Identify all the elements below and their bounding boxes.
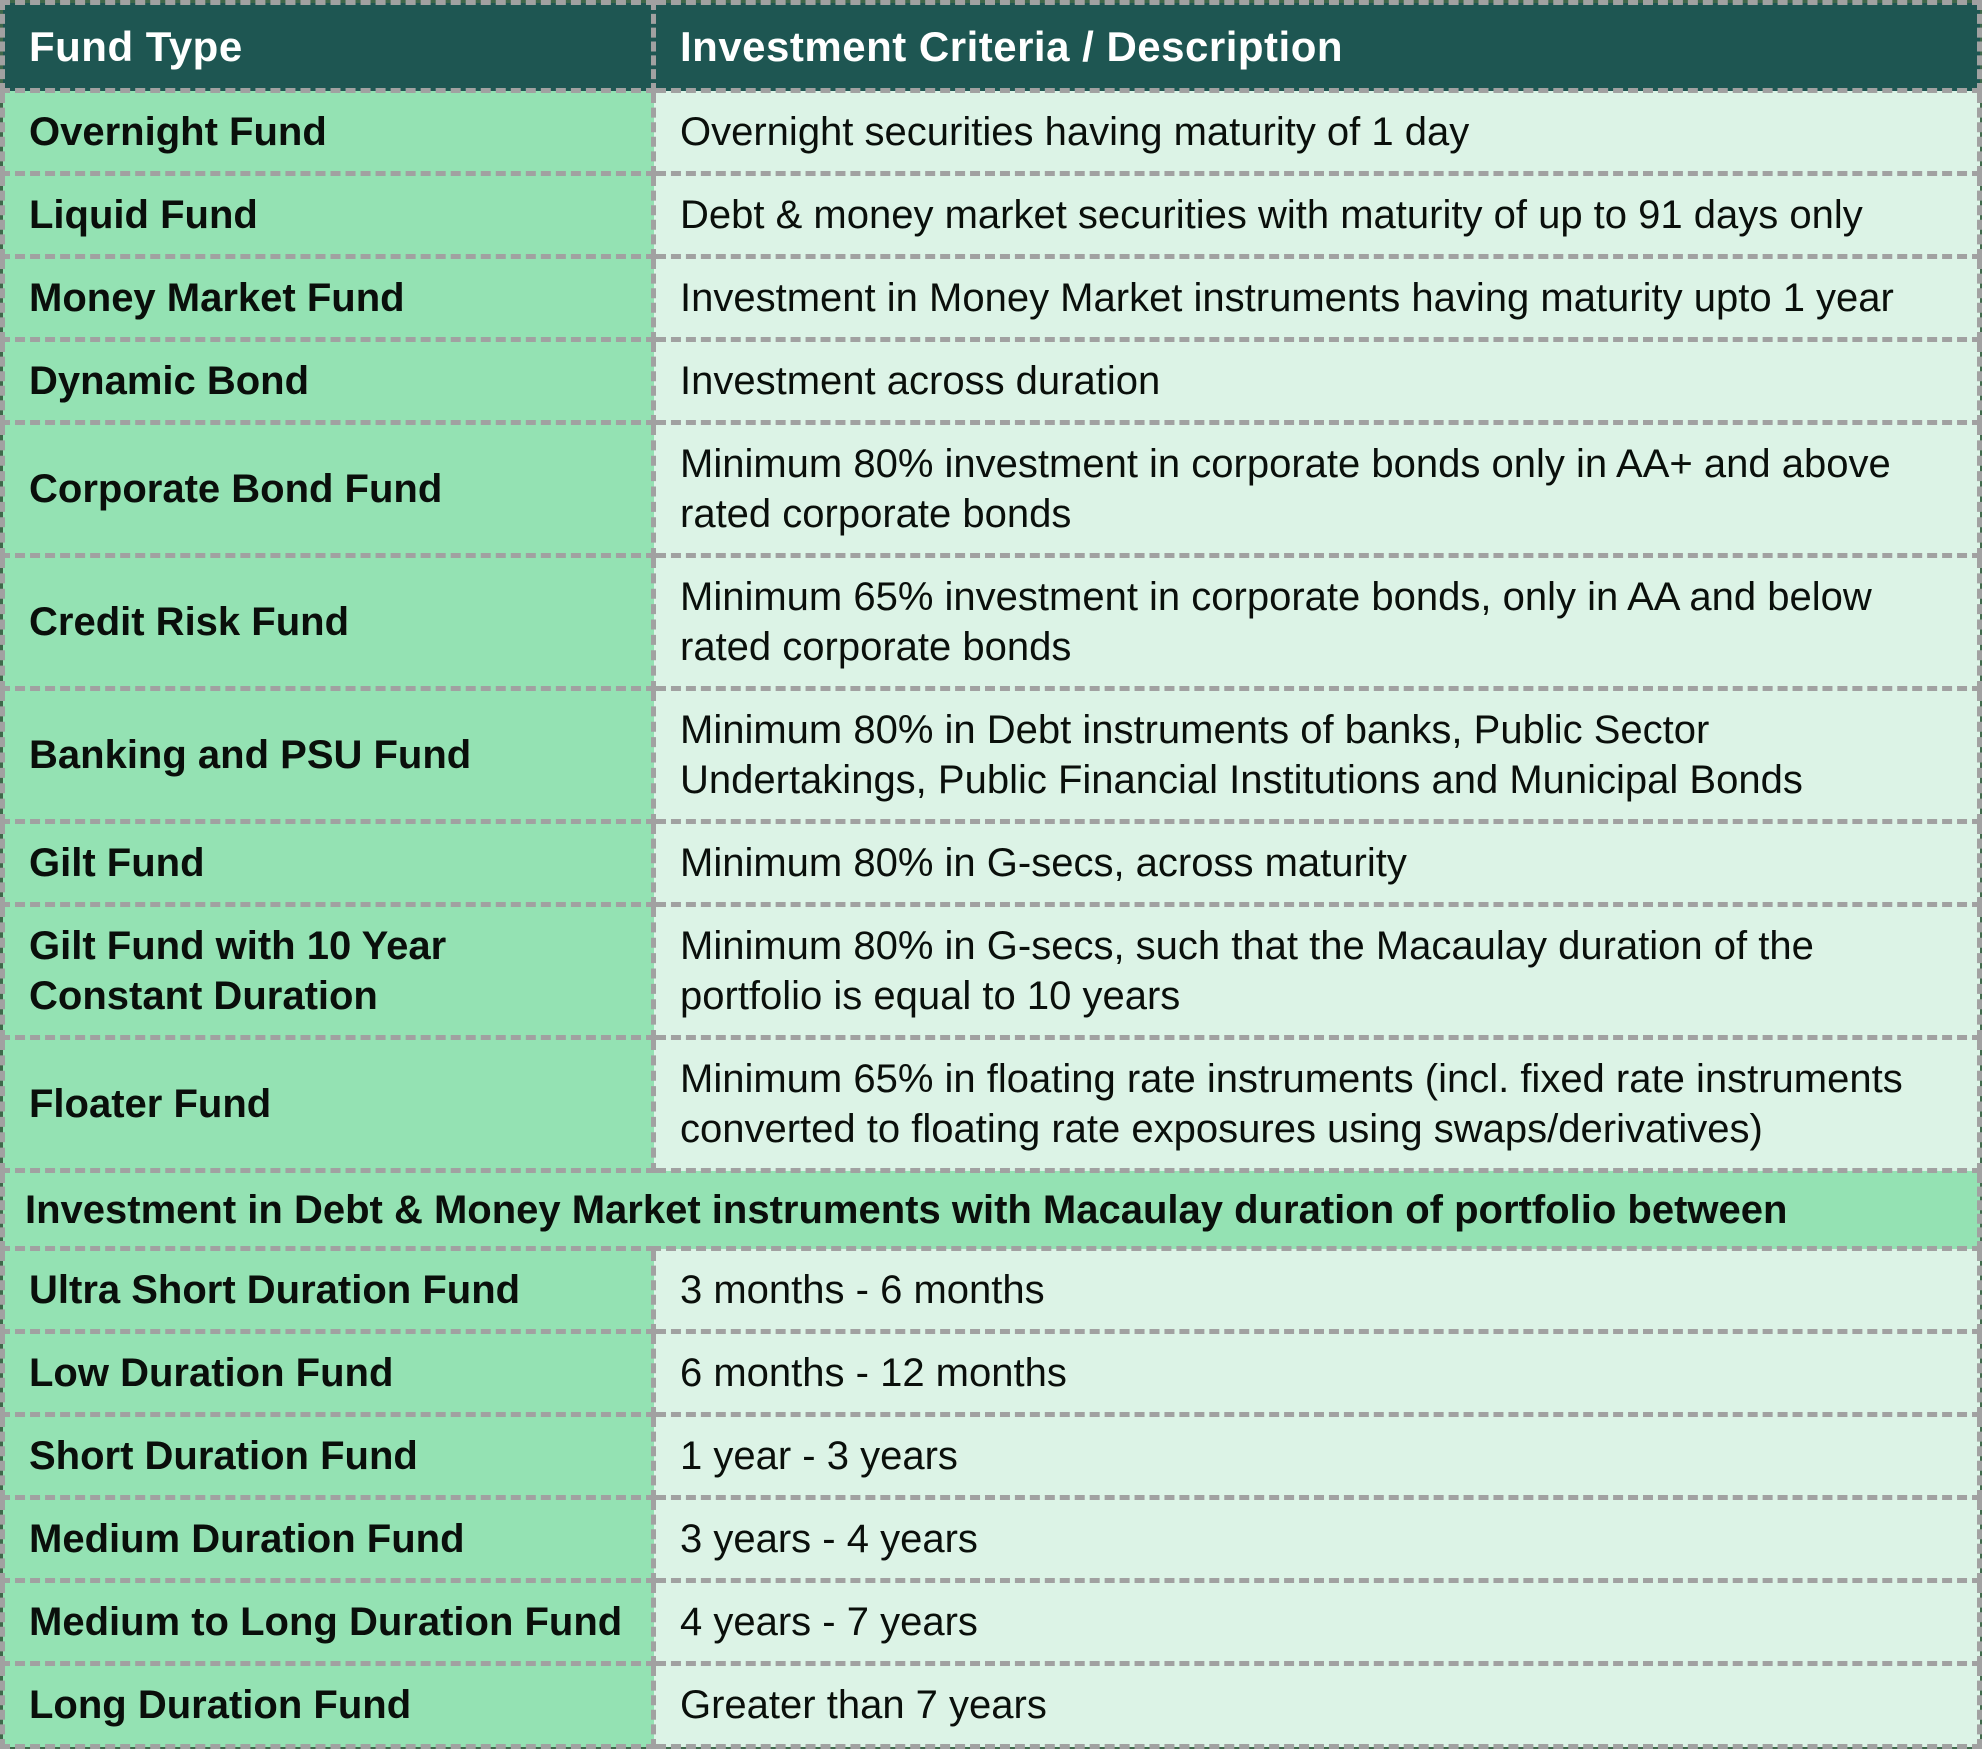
table-row-low-duration-fund: Low Duration Fund 6 months - 12 months — [0, 1329, 1982, 1417]
table-row-medium-to-long-duration-fund: Medium to Long Duration Fund 4 years - 7… — [0, 1578, 1982, 1666]
fund-type-cell: Money Market Fund — [0, 254, 656, 342]
description-cell: 3 months - 6 months — [651, 1246, 1982, 1334]
table-row-ultra-short-duration-fund: Ultra Short Duration Fund 3 months - 6 m… — [0, 1246, 1982, 1334]
section-header-row: Investment in Debt & Money Market instru… — [0, 1168, 1982, 1251]
description-cell: Minimum 80% in G-secs, such that the Mac… — [651, 902, 1982, 1040]
description-cell: Minimum 80% investment in corporate bond… — [651, 420, 1982, 558]
description-cell: Minimum 65% investment in corporate bond… — [651, 553, 1982, 691]
description-cell: Greater than 7 years — [651, 1661, 1982, 1749]
column-header-fund-type: Fund Type — [0, 0, 656, 93]
table-row-banking-psu-fund: Banking and PSU Fund Minimum 80% in Debt… — [0, 686, 1982, 824]
description-cell: 6 months - 12 months — [651, 1329, 1982, 1417]
table-row-overnight-fund: Overnight Fund Overnight securities havi… — [0, 88, 1982, 176]
fund-type-cell: Medium Duration Fund — [0, 1495, 656, 1583]
section-header-cell: Investment in Debt & Money Market instru… — [0, 1168, 1982, 1251]
table-row-liquid-fund: Liquid Fund Debt & money market securiti… — [0, 171, 1982, 259]
description-cell: 1 year - 3 years — [651, 1412, 1982, 1500]
fund-type-cell: Dynamic Bond — [0, 337, 656, 425]
table-row-gilt-fund: Gilt Fund Minimum 80% in G-secs, across … — [0, 819, 1982, 907]
fund-type-cell: Gilt Fund — [0, 819, 656, 907]
fund-type-cell: Long Duration Fund — [0, 1661, 656, 1749]
description-cell: 3 years - 4 years — [651, 1495, 1982, 1583]
table-row-corporate-bond-fund: Corporate Bond Fund Minimum 80% investme… — [0, 420, 1982, 558]
fund-type-cell: Medium to Long Duration Fund — [0, 1578, 656, 1666]
header-row: Fund Type Investment Criteria / Descript… — [0, 0, 1982, 93]
description-cell: Investment across duration — [651, 337, 1982, 425]
fund-type-cell: Overnight Fund — [0, 88, 656, 176]
description-cell: Minimum 65% in floating rate instruments… — [651, 1035, 1982, 1173]
fund-type-cell: Liquid Fund — [0, 171, 656, 259]
fund-type-cell: Gilt Fund with 10 Year Constant Duration — [0, 902, 656, 1040]
description-cell: Minimum 80% in G-secs, across maturity — [651, 819, 1982, 907]
table-row-dynamic-bond: Dynamic Bond Investment across duration — [0, 337, 1982, 425]
table-row-long-duration-fund: Long Duration Fund Greater than 7 years — [0, 1661, 1982, 1749]
fund-type-cell: Low Duration Fund — [0, 1329, 656, 1417]
description-cell: Overnight securities having maturity of … — [651, 88, 1982, 176]
description-cell: 4 years - 7 years — [651, 1578, 1982, 1666]
table-row-medium-duration-fund: Medium Duration Fund 3 years - 4 years — [0, 1495, 1982, 1583]
fund-type-cell: Credit Risk Fund — [0, 553, 656, 691]
table-row-short-duration-fund: Short Duration Fund 1 year - 3 years — [0, 1412, 1982, 1500]
description-cell: Minimum 80% in Debt instruments of banks… — [651, 686, 1982, 824]
fund-type-cell: Corporate Bond Fund — [0, 420, 656, 558]
fund-type-cell: Floater Fund — [0, 1035, 656, 1173]
table-row-gilt-fund-10-year: Gilt Fund with 10 Year Constant Duration… — [0, 902, 1982, 1040]
table-row-money-market-fund: Money Market Fund Investment in Money Ma… — [0, 254, 1982, 342]
fund-type-cell: Short Duration Fund — [0, 1412, 656, 1500]
fund-type-cell: Ultra Short Duration Fund — [0, 1246, 656, 1334]
fund-type-cell: Banking and PSU Fund — [0, 686, 656, 824]
description-cell: Investment in Money Market instruments h… — [651, 254, 1982, 342]
description-cell: Debt & money market securities with matu… — [651, 171, 1982, 259]
column-header-investment-criteria: Investment Criteria / Description — [651, 0, 1982, 93]
table-row-credit-risk-fund: Credit Risk Fund Minimum 65% investment … — [0, 553, 1982, 691]
table-row-floater-fund: Floater Fund Minimum 65% in floating rat… — [0, 1035, 1982, 1173]
